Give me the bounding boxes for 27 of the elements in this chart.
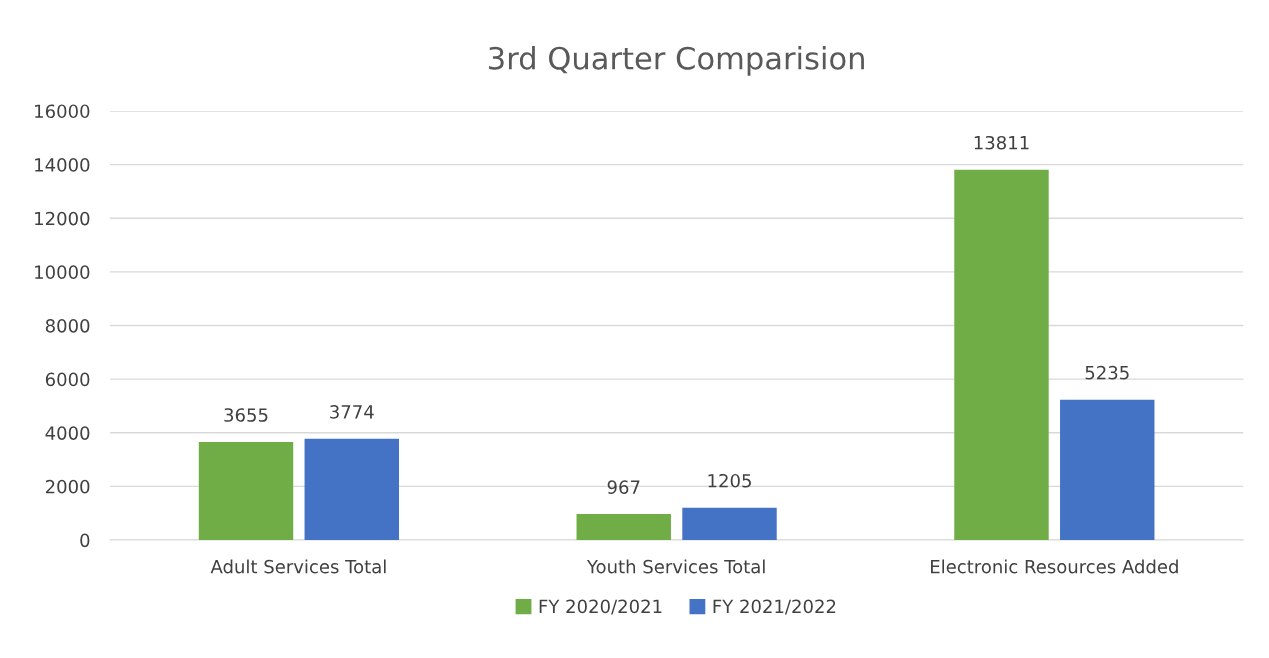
y-tick-label: 6000 bbox=[45, 372, 90, 387]
y-tick-label: 12000 bbox=[35, 211, 90, 226]
data-label: 1205 bbox=[708, 473, 751, 488]
y-tick-label: 16000 bbox=[35, 104, 90, 119]
legend-label: FY 2021/2022 bbox=[713, 599, 836, 615]
bar bbox=[682, 507, 777, 541]
bar bbox=[304, 438, 399, 541]
y-tick-label: 8000 bbox=[45, 318, 90, 333]
data-label: 13811 bbox=[974, 135, 1029, 150]
data-label: 3655 bbox=[224, 408, 268, 422]
y-tick-label: 4000 bbox=[45, 426, 90, 440]
data-label: 967 bbox=[607, 480, 640, 494]
y-tick-label: 14000 bbox=[35, 158, 90, 172]
bar bbox=[576, 514, 671, 541]
data-label: 3774 bbox=[330, 405, 374, 419]
x-tick-label: Electronic Resources Added bbox=[931, 559, 1178, 574]
y-tick-label: 0 bbox=[80, 533, 90, 548]
y-tick-label: 10000 bbox=[35, 265, 90, 279]
bar bbox=[198, 442, 294, 541]
bar bbox=[1060, 399, 1155, 541]
x-tick-label: Youth Services Total bbox=[586, 559, 765, 574]
x-tick-label: Adult Services Total bbox=[210, 559, 386, 574]
y-tick-label: 2000 bbox=[45, 479, 90, 494]
data-label: 5235 bbox=[1085, 365, 1129, 380]
legend-label: FY 2020/2021 bbox=[539, 599, 662, 615]
bar bbox=[954, 169, 1049, 541]
chart-title: 3rd Quarter Comparision bbox=[489, 46, 864, 76]
